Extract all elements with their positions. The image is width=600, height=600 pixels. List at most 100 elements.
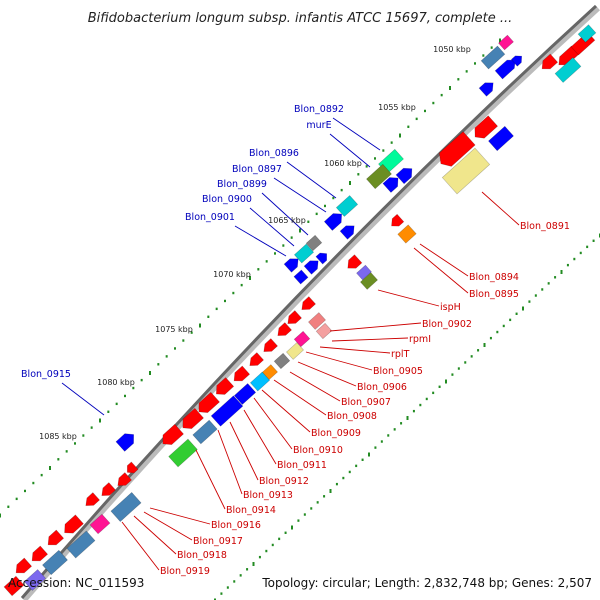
gc-dot [499, 38, 501, 43]
gene-label-blon-0913[interactable]: Blon_0913 [243, 490, 293, 501]
gene-label-blon-0907[interactable]: Blon_0907 [341, 397, 391, 408]
gc-dot [380, 440, 383, 443]
gc-dot [541, 288, 544, 291]
gene-label-isph[interactable]: ispH [440, 302, 461, 313]
gc-dot [99, 418, 101, 423]
gc-dot [32, 481, 35, 485]
gc-dot [232, 291, 235, 295]
gene-feature [339, 225, 355, 240]
gc-dot [291, 525, 293, 530]
gene-label-blon-0908[interactable]: Blon_0908 [327, 411, 377, 422]
gene-label-blon-0917[interactable]: Blon_0917 [193, 536, 243, 547]
gene-feature [541, 53, 559, 70]
gene-feature [31, 545, 49, 562]
gc-dot [432, 101, 435, 105]
gene-label-blon-0901[interactable]: Blon_0901 [185, 212, 235, 223]
gene-feature [198, 391, 220, 413]
gene-label-blon-0919[interactable]: Blon_0919 [160, 566, 210, 577]
gc-dot [214, 598, 216, 600]
gc-dot [374, 446, 377, 449]
gc-dot [586, 245, 589, 249]
tick-1070-kbp: 1070 kbp [213, 270, 251, 279]
gene-feature [162, 423, 184, 445]
gc-dot [393, 428, 396, 431]
label-callouts [61, 117, 520, 571]
gene-label-blon-0909[interactable]: Blon_0909 [311, 428, 361, 439]
tick-1075-kbp: 1075 kbp [155, 325, 193, 334]
gene-feature [308, 312, 326, 330]
gene-label-blon-0894[interactable]: Blon_0894 [469, 272, 519, 283]
gene-feature [382, 177, 399, 193]
gc-dot [424, 109, 426, 113]
tick-1080-kbp: 1080 kbp [97, 378, 135, 387]
gene-label-blon-0910[interactable]: Blon_0910 [293, 445, 343, 456]
gene-label-blon-0891[interactable]: Blon_0891 [520, 221, 570, 232]
tick-1085-kbp: 1085 kbp [39, 432, 77, 441]
gc-dot [528, 300, 531, 303]
gc-dot [310, 507, 313, 510]
gene-label-rpmi[interactable]: rpmI [409, 334, 431, 345]
gc-dot [282, 244, 285, 247]
gc-dot [483, 343, 486, 347]
gene-label-blon-0914[interactable]: Blon_0914 [226, 505, 276, 516]
gc-dot [323, 495, 326, 498]
gene-label-blon-0918[interactable]: Blon_0918 [177, 550, 227, 561]
callout-line [249, 207, 295, 247]
gene-label-blon-0896[interactable]: Blon_0896 [249, 148, 299, 159]
gene-label-blon-0902[interactable]: Blon_0902 [422, 319, 472, 330]
gc-dot [415, 117, 418, 121]
gene-label-rplt[interactable]: rplT [391, 349, 410, 360]
gc-dot [246, 568, 249, 571]
callout-line [253, 397, 293, 450]
gc-dot [74, 442, 76, 445]
gene-feature [115, 433, 134, 452]
gc-dot [340, 188, 343, 192]
gene-label-blon-0905[interactable]: Blon_0905 [373, 366, 423, 377]
gene-label-blon-0915[interactable]: Blon_0915 [21, 369, 71, 380]
gene-feature [89, 513, 111, 535]
gc-dot [349, 181, 351, 185]
callout-line [377, 289, 440, 307]
gc-dot [457, 367, 460, 370]
gene-feature [192, 419, 218, 445]
gc-dot [509, 318, 512, 322]
gene-label-blon-0899[interactable]: Blon_0899 [217, 179, 267, 190]
gc-dot [40, 473, 43, 477]
gc-dot [335, 482, 338, 486]
gene-feature [249, 352, 264, 366]
gene-feature [47, 529, 65, 546]
gc-dot [207, 315, 210, 318]
gene-label-mure[interactable]: murE [306, 120, 331, 131]
gc-dot [368, 452, 370, 457]
gc-dot [482, 54, 485, 57]
gene-feature [478, 82, 494, 97]
gene-label-blon-0912[interactable]: Blon_0912 [259, 476, 309, 487]
gc-dot [547, 282, 550, 285]
gene-feature [397, 224, 417, 244]
gc-dot [361, 458, 364, 461]
gene-label-blon-0906[interactable]: Blon_0906 [357, 382, 407, 393]
callout-line [305, 351, 373, 371]
gene-label-blon-0895[interactable]: Blon_0895 [469, 289, 519, 300]
gene-label-blon-0911[interactable]: Blon_0911 [277, 460, 327, 471]
gc-dot [90, 426, 93, 429]
gc-dot [284, 531, 287, 534]
callout-line [234, 225, 287, 257]
gene-label-blon-0892[interactable]: Blon_0892 [294, 104, 344, 115]
gc-dot [315, 212, 318, 216]
gene-label-blon-0897[interactable]: Blon_0897 [232, 164, 282, 175]
gene-feature [273, 352, 291, 370]
gene-feature [23, 569, 47, 591]
gene-feature [277, 322, 292, 336]
gene-feature [323, 213, 343, 231]
gc-dot [49, 466, 51, 470]
gene-feature [577, 24, 597, 43]
gene-label-blon-0916[interactable]: Blon_0916 [211, 520, 261, 531]
gc-dot [406, 416, 409, 420]
gc-dot [257, 268, 260, 271]
gene-feature [85, 492, 100, 506]
gene-feature [283, 258, 299, 273]
gc-dot [407, 125, 410, 128]
gene-feature [117, 472, 132, 486]
gene-label-blon-0900[interactable]: Blon_0900 [202, 194, 252, 205]
